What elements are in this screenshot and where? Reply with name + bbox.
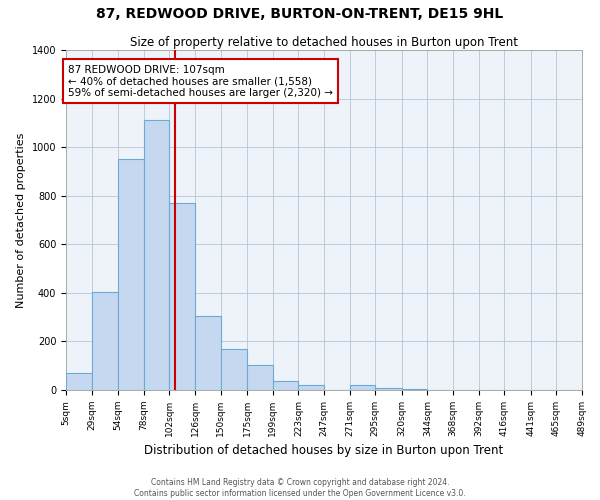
Bar (66, 373, 92, 390)
Bar (350, 385, 375, 390)
Y-axis label: Number of detached properties: Number of detached properties (16, 132, 26, 308)
Bar (247, 364, 273, 390)
Bar (169, 203, 195, 390)
X-axis label: Distribution of detached houses by size in Burton upon Trent: Distribution of detached houses by size … (145, 444, 503, 458)
Text: 87 REDWOOD DRIVE: 107sqm
← 40% of detached houses are smaller (1,558)
59% of sem: 87 REDWOOD DRIVE: 107sqm ← 40% of detach… (68, 64, 333, 98)
Text: Contains HM Land Registry data © Crown copyright and database right 2024.
Contai: Contains HM Land Registry data © Crown c… (134, 478, 466, 498)
Bar (375, 388, 402, 390)
Bar (298, 385, 324, 390)
Bar (144, 120, 169, 390)
Bar (195, 316, 221, 390)
Bar (118, 160, 144, 390)
Bar (221, 348, 247, 390)
Bar (273, 381, 298, 390)
Text: 87, REDWOOD DRIVE, BURTON-ON-TRENT, DE15 9HL: 87, REDWOOD DRIVE, BURTON-ON-TRENT, DE15… (97, 8, 503, 22)
Bar (402, 389, 427, 390)
Title: Size of property relative to detached houses in Burton upon Trent: Size of property relative to detached ho… (130, 36, 518, 49)
Bar (92, 292, 118, 390)
